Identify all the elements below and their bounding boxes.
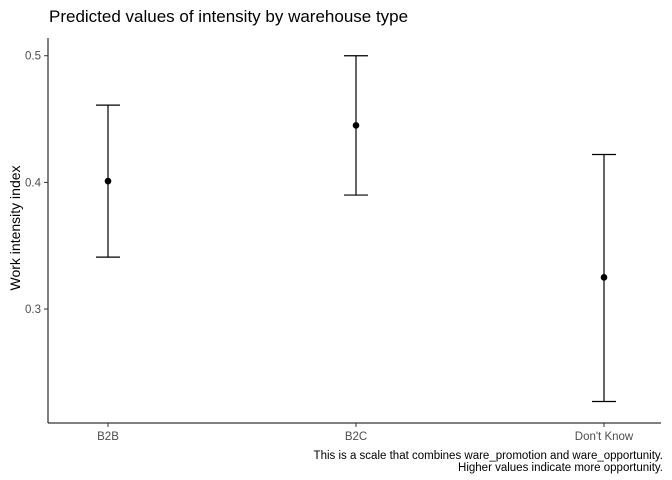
chart-title: Predicted values of intensity by warehou…	[49, 7, 408, 26]
data-point	[104, 177, 112, 185]
caption-line-2: Higher values indicate more opportunity.	[458, 462, 663, 474]
y-tick-label: 0.3	[25, 304, 41, 316]
x-tick-label: B2B	[97, 431, 119, 443]
x-tick-label: Don't Know	[575, 431, 634, 443]
caption-line-1: This is a scale that combines ware_promo…	[314, 450, 663, 462]
x-tick-label: B2C	[345, 431, 367, 443]
x-ticks: B2B B2C Don't Know	[97, 423, 634, 443]
y-axis-label: Work intensity index	[7, 165, 23, 290]
y-ticks: 0.3 0.4 0.5	[25, 51, 48, 316]
y-tick-label: 0.5	[25, 51, 41, 63]
data-point	[600, 274, 608, 281]
data-point	[352, 122, 360, 129]
plot-marks	[96, 55, 616, 403]
y-tick-label: 0.4	[25, 177, 42, 189]
